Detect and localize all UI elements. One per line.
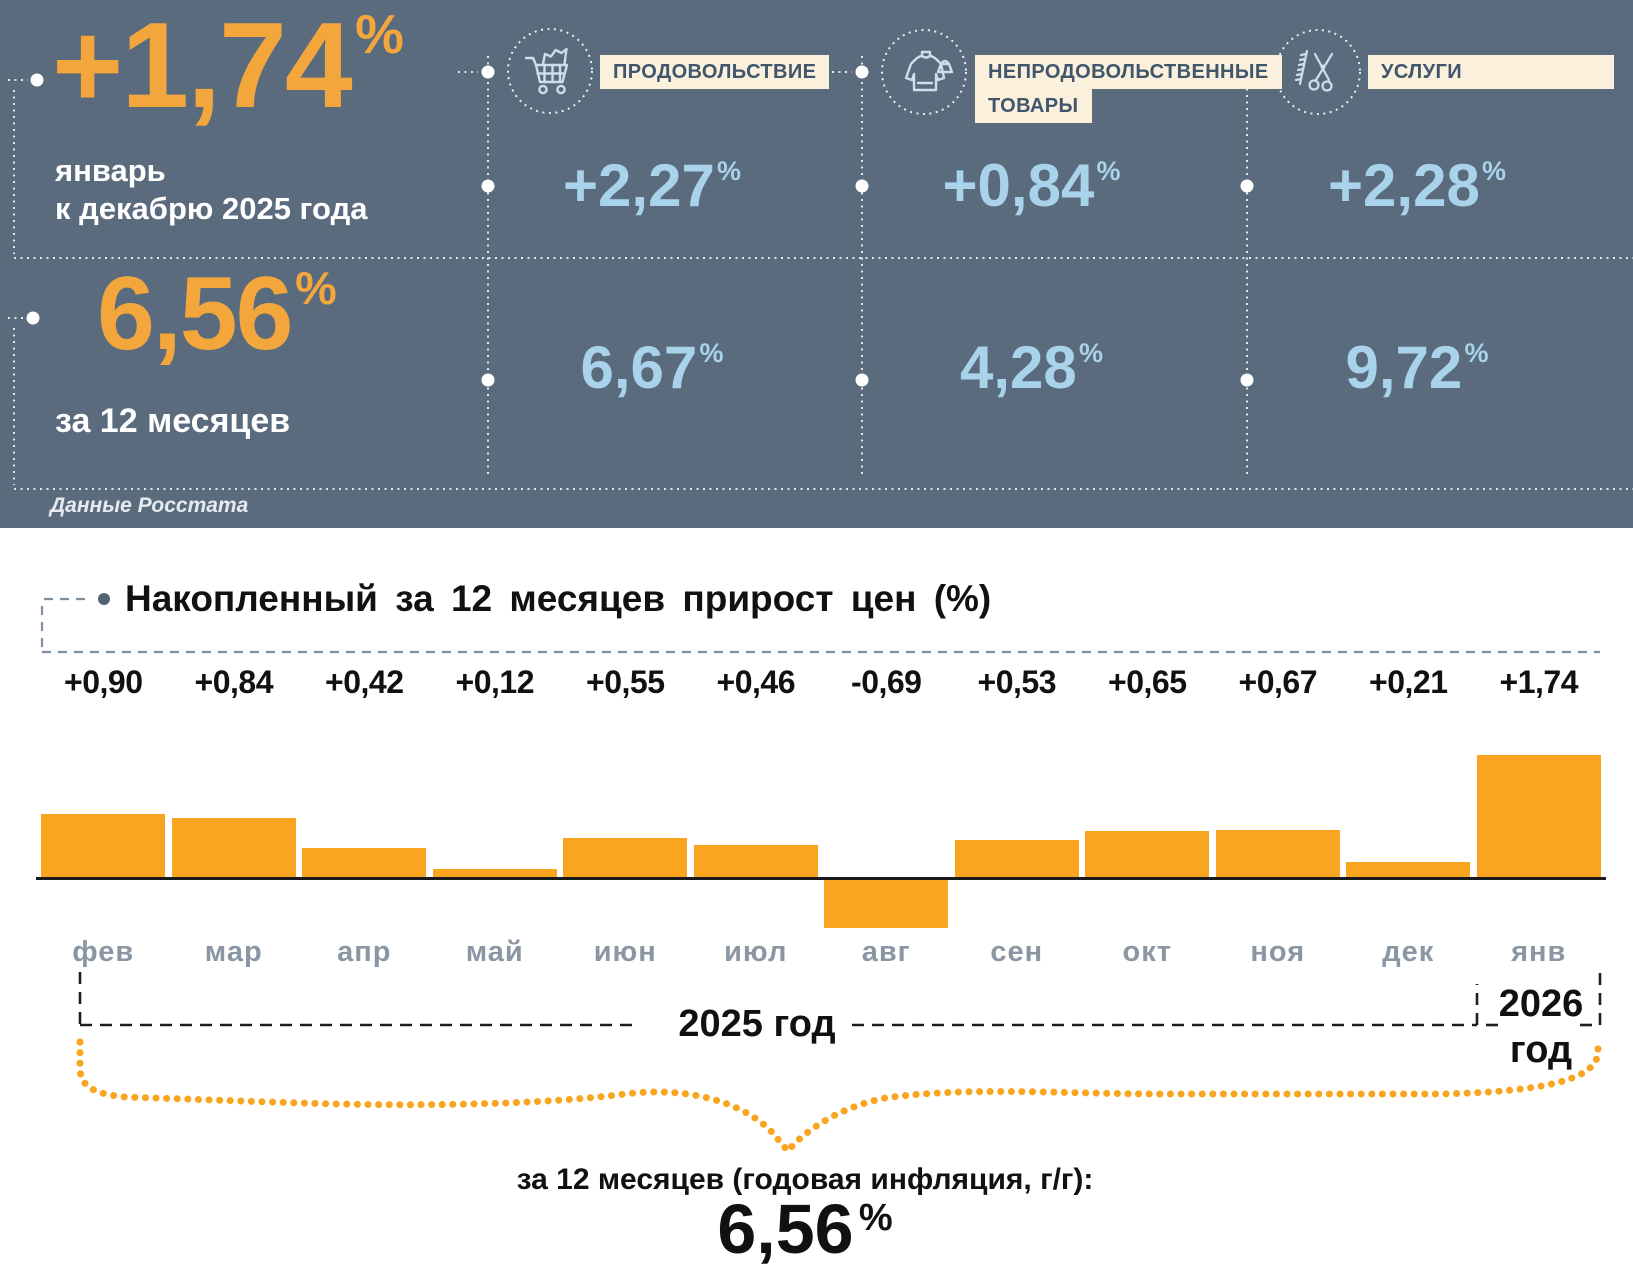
month-label: дек <box>1382 936 1435 968</box>
bar <box>693 845 818 877</box>
month-label: май <box>465 936 524 968</box>
bar <box>302 848 426 877</box>
orange-brace <box>76 1036 1602 1157</box>
annual-inflation-caption: за 12 месяцев (годовая инфляция, г/г): <box>516 1163 1094 1196</box>
bar <box>954 840 1079 877</box>
month-label: авг <box>861 936 911 968</box>
month-label: мар <box>204 936 263 968</box>
bar <box>563 838 687 877</box>
category-label: ПРОДОВОЛЬСТВИЕ <box>600 55 830 89</box>
category-label-line: НЕПРОДОВОЛЬСТВЕННЫЕ <box>975 55 1282 89</box>
percent-sign: % <box>1464 337 1489 368</box>
caption-line: к декабрю 2025 года <box>55 191 368 226</box>
category-label-line: ПРОДОВОЛЬСТВИЕ <box>600 55 830 89</box>
month-label: окт <box>1122 936 1172 968</box>
bar <box>1215 830 1340 877</box>
percent-sign: % <box>699 337 724 368</box>
month-label: ноя <box>1250 936 1306 968</box>
month-label: фев <box>72 936 135 968</box>
category-monthly-value: +0,84% <box>942 152 1121 219</box>
category-monthly-value: +2,27% <box>563 152 741 219</box>
title-bullet <box>98 593 110 605</box>
bar <box>432 869 557 877</box>
category-food: ПРОДОВОЛЬСТВИЕ +2,27% 6,67% <box>488 0 862 528</box>
bar-value-label: +0,67 <box>1238 664 1318 700</box>
percent-sign: % <box>1481 155 1506 186</box>
percent-sign: % <box>716 155 741 186</box>
category-annual-value: 9,72% <box>1345 334 1489 401</box>
category-label-line: УСЛУГИ <box>1368 55 1614 89</box>
bar-value-label: -0,69 <box>851 664 922 700</box>
bar-value-label: +1,74 <box>1499 664 1579 700</box>
bar-value-label: +0,53 <box>977 664 1057 700</box>
scissors-comb-icon <box>1275 29 1361 115</box>
month-label: июл <box>724 936 788 968</box>
bar <box>1346 862 1470 877</box>
percent-sign: % <box>295 261 337 314</box>
headline-monthly-value: +1,74% <box>52 4 404 126</box>
chart-baseline <box>36 877 1606 880</box>
headline-annual-caption: за 12 месяцев <box>55 402 291 440</box>
year-label-2026: 2026 год <box>1498 983 1584 1071</box>
bar-value-label: +0,55 <box>586 664 665 700</box>
data-source-note: Данные Росстата <box>50 494 249 517</box>
bar <box>171 818 296 877</box>
category-nonfood: НЕПРОДОВОЛЬСТВЕННЫЕ ТОВАРЫ +0,84% 4,28% <box>862 0 1282 528</box>
bar <box>824 880 948 928</box>
month-label: янв <box>1511 936 1567 968</box>
percent-sign: % <box>355 3 404 66</box>
bar-value-label: +0,65 <box>1108 664 1187 700</box>
headline-annual-value: 6,56% <box>97 262 337 366</box>
percent-sign: % <box>1096 155 1121 186</box>
bar <box>41 814 165 877</box>
headline-monthly-caption: январь к декабрю 2025 года <box>55 152 368 228</box>
month-label: апр <box>337 936 392 968</box>
bar-value-label: +0,46 <box>716 664 796 700</box>
category-label: УСЛУГИ <box>1368 55 1614 89</box>
category-monthly-value: +2,28% <box>1328 152 1506 219</box>
category-annual-value: 4,28% <box>960 334 1103 401</box>
bar <box>1476 755 1601 877</box>
headline-monthly-number: +1,74 <box>52 0 353 133</box>
category-label: НЕПРОДОВОЛЬСТВЕННЫЕ ТОВАРЫ <box>975 55 1282 123</box>
month-label: сен <box>990 936 1044 968</box>
chart-title: Накопленный за 12 месяцев прирост цен (%… <box>125 578 992 619</box>
bar-value-label: +0,12 <box>455 664 535 700</box>
bar-value-label: +0,90 <box>64 664 143 700</box>
category-label-line: ТОВАРЫ <box>975 89 1092 123</box>
percent-sign: % <box>858 1196 893 1239</box>
category-annual-value: 6,67% <box>580 334 724 401</box>
percent-sign: % <box>1078 337 1103 368</box>
bar <box>1085 831 1209 877</box>
clothes-bag-icon <box>881 29 967 115</box>
bar-value-label: +0,21 <box>1369 664 1448 700</box>
headline-annual-number: 6,56 <box>97 256 293 372</box>
cart-icon <box>507 28 593 114</box>
category-services: УСЛУГИ +2,28% 9,72% <box>1247 0 1633 528</box>
year-label-2025: 2025 год <box>678 1003 836 1045</box>
bar-value-label: +0,84 <box>194 664 274 700</box>
annual-inflation-value: 6,56% <box>717 1190 893 1268</box>
bar-value-label: +0,42 <box>325 664 404 700</box>
month-label: июн <box>593 936 657 968</box>
caption-line: январь <box>55 153 166 188</box>
